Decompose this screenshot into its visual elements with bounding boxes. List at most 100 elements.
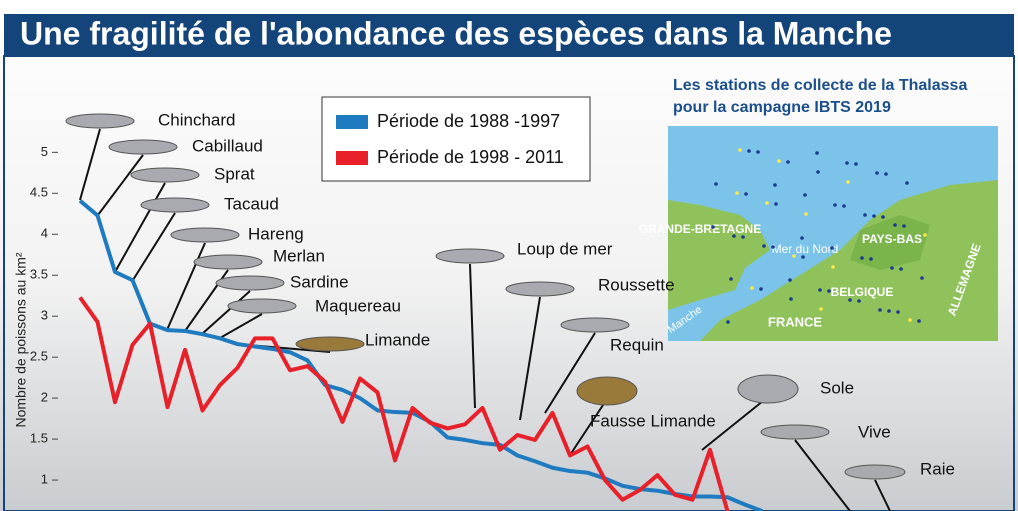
station-dot <box>875 171 879 175</box>
annotation: Loup de mer <box>517 239 613 258</box>
station-dot <box>831 265 835 269</box>
station-dot <box>759 287 763 291</box>
station-dot <box>744 192 748 196</box>
station-dot <box>830 246 834 250</box>
annotation: Sprat <box>214 164 255 183</box>
station-dot <box>735 191 739 195</box>
station-dot <box>786 160 790 164</box>
station-dot <box>827 289 831 293</box>
station-dot <box>872 214 876 218</box>
station-dot <box>729 277 733 281</box>
leader-line <box>469 263 476 409</box>
station-dot <box>803 193 807 197</box>
y-tick-label: 4 <box>41 226 48 241</box>
leader-line <box>794 439 851 511</box>
y-tick-label: 5 <box>41 144 48 159</box>
station-dot <box>896 310 900 314</box>
station-dot <box>846 180 850 184</box>
fish-icon <box>65 113 135 129</box>
legend-label: Période de 1998 - 2011 <box>377 147 564 167</box>
legend-swatch <box>336 151 368 165</box>
station-dot <box>777 159 781 163</box>
station-dot <box>887 309 891 313</box>
station-dot <box>741 235 745 239</box>
frame <box>3 55 1015 511</box>
station-dot <box>747 149 751 153</box>
fish-icon <box>435 248 505 264</box>
y-tick-label: 3 <box>41 308 48 323</box>
station-dot <box>908 318 912 322</box>
station-dot <box>732 234 736 238</box>
land-continent <box>700 180 998 341</box>
leader-line <box>166 242 206 331</box>
y-tick-label: 3.5 <box>30 267 48 282</box>
station-dot <box>902 224 906 228</box>
station-dot <box>789 297 793 301</box>
fish-icon <box>108 139 178 155</box>
y-axis-label: Nombre de poissons au km² <box>13 252 29 427</box>
annotation: Roussette <box>598 275 675 294</box>
leader-line <box>544 332 596 414</box>
leader-line <box>569 398 608 456</box>
fish-icon <box>227 298 297 314</box>
station-dot <box>726 320 730 324</box>
leader-line <box>97 154 144 216</box>
map-label: FRANCE <box>768 314 822 329</box>
leader-line <box>219 313 263 339</box>
y-tick-label: 1 <box>41 472 48 487</box>
leader-line <box>114 182 166 273</box>
station-dot <box>920 276 924 280</box>
leader-line <box>201 290 251 335</box>
map-title: pour la campagne IBTS 2019 <box>673 99 891 116</box>
station-dot <box>774 202 778 206</box>
station-dot <box>815 151 819 155</box>
station-dot <box>923 233 927 237</box>
map-label: Mer du Nord <box>772 242 839 256</box>
map-label: BELGIQUE <box>831 285 894 299</box>
map-label: PAYS-BAS <box>862 232 922 246</box>
y-tick-label: 4.5 <box>30 185 48 200</box>
station-dot <box>711 225 715 229</box>
station-dot <box>762 244 766 248</box>
chart-title: Une fragilité de l'abondance des espèces… <box>20 15 892 51</box>
fish-icon <box>193 254 263 270</box>
fish-icon <box>170 227 240 243</box>
station-dot <box>857 299 861 303</box>
fish-icon <box>576 376 638 406</box>
station-dot <box>905 181 909 185</box>
station-dot <box>863 213 867 217</box>
top-strip <box>0 0 1018 8</box>
title-banner <box>4 14 1014 56</box>
fish-icon <box>140 197 210 213</box>
annotation: Merlan <box>273 246 325 265</box>
annotation: Limande <box>365 330 430 349</box>
fish-icon <box>560 317 630 333</box>
station-dot <box>848 298 852 302</box>
station-dot <box>738 148 742 152</box>
station-dot <box>899 267 903 271</box>
leader-line <box>79 128 101 201</box>
station-dot <box>788 278 792 282</box>
station-dot <box>917 319 921 323</box>
station-dot <box>792 254 796 258</box>
station-dot <box>816 170 820 174</box>
map-inset: Les stations de collecte de la Thalassa p… <box>639 77 998 341</box>
station-dot <box>893 223 897 227</box>
station-dot <box>878 308 882 312</box>
map-title: Les stations de collecte de la Thalassa <box>673 77 967 94</box>
map-label: GRANDE-BRETAGNE <box>639 222 761 236</box>
station-dot <box>714 182 718 186</box>
station-dot <box>765 201 769 205</box>
annotation: Raie <box>920 459 955 478</box>
legend <box>321 96 591 182</box>
annotation: Chinchard <box>158 110 236 129</box>
station-dot <box>842 204 846 208</box>
y-tick-label: 2.5 <box>30 349 48 364</box>
station-dot <box>854 162 858 166</box>
fish-icon <box>737 374 799 404</box>
annotation: Fausse Limande <box>590 411 716 430</box>
land-nl <box>850 215 930 270</box>
leader-line <box>132 212 176 281</box>
station-dot <box>800 236 804 240</box>
